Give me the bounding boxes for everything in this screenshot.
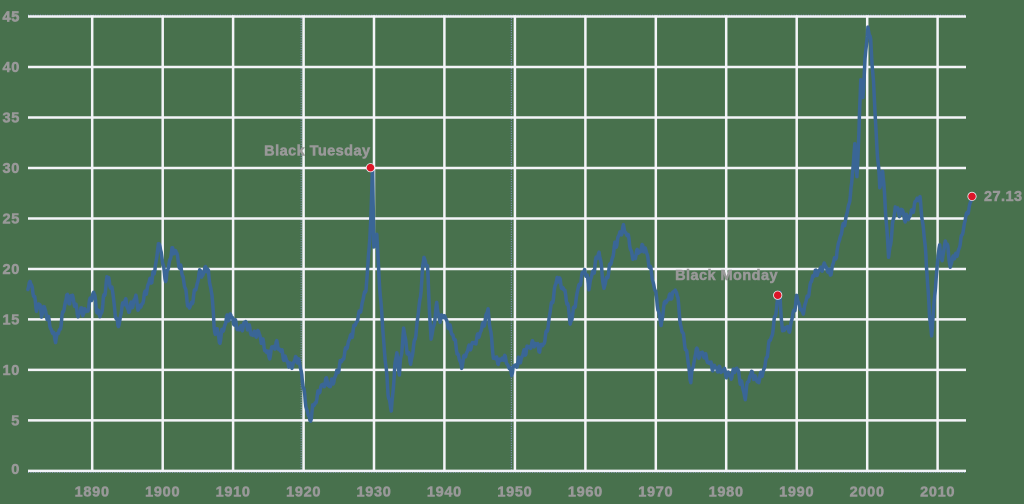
svg-text:30: 30 [2, 161, 20, 177]
svg-text:1920: 1920 [286, 485, 321, 501]
svg-text:45: 45 [2, 10, 20, 26]
svg-text:1950: 1950 [497, 485, 532, 501]
svg-text:15: 15 [2, 312, 20, 328]
svg-text:1940: 1940 [427, 485, 462, 501]
svg-text:40: 40 [2, 60, 20, 76]
svg-text:5: 5 [11, 413, 20, 429]
svg-text:1930: 1930 [356, 485, 391, 501]
svg-text:1960: 1960 [568, 485, 603, 501]
svg-text:Black Monday: Black Monday [675, 268, 778, 284]
svg-text:Black Tuesday: Black Tuesday [264, 143, 370, 159]
svg-text:20: 20 [2, 262, 20, 278]
svg-text:25: 25 [2, 212, 20, 228]
svg-text:1900: 1900 [145, 485, 180, 501]
svg-text:27.13: 27.13 [984, 189, 1023, 205]
svg-text:2000: 2000 [850, 485, 885, 501]
svg-text:1970: 1970 [638, 485, 673, 501]
svg-text:35: 35 [2, 111, 20, 127]
svg-text:1890: 1890 [75, 485, 110, 501]
svg-text:10: 10 [2, 363, 20, 379]
svg-text:2010: 2010 [920, 485, 955, 501]
svg-text:45: 45 [2, 9, 20, 25]
svg-text:0: 0 [11, 462, 20, 478]
svg-text:1990: 1990 [779, 485, 814, 501]
svg-text:1980: 1980 [709, 485, 744, 501]
svg-text:1910: 1910 [216, 485, 251, 501]
